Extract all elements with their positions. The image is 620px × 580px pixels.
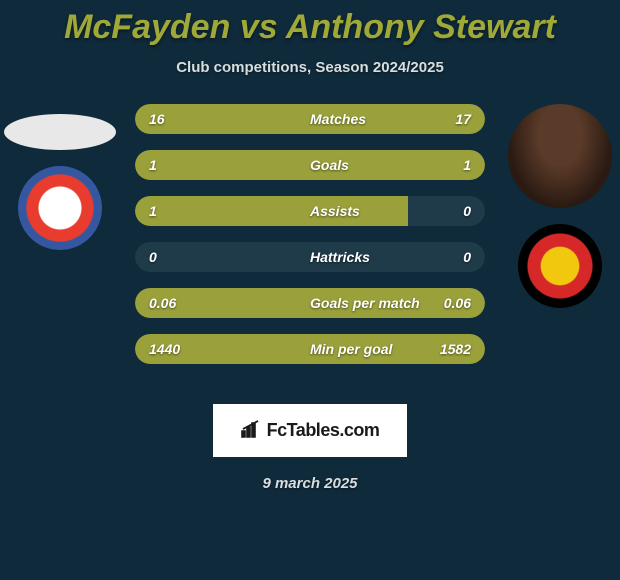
comparison-panel: 16 Matches 17 1 Goals 1 1 Assists 0 0 Hattricks 0 0.… [0, 104, 620, 384]
bar-left-fill [135, 196, 408, 226]
club-left-badge [18, 166, 102, 250]
stat-label: Hattricks [310, 249, 370, 265]
player-right-avatar [508, 104, 612, 208]
stat-label: Goals [310, 157, 349, 173]
stat-bars: 16 Matches 17 1 Goals 1 1 Assists 0 0 Hattricks 0 0.… [135, 104, 485, 364]
left-player-column [0, 104, 120, 250]
stat-right-value: 1582 [440, 341, 471, 357]
fctables-logo: FcTables.com [213, 404, 408, 457]
stat-right-value: 1 [463, 157, 471, 173]
stat-row: 1 Goals 1 [135, 150, 485, 180]
snapshot-date: 9 march 2025 [262, 475, 357, 492]
stat-label: Assists [310, 203, 360, 219]
stat-label: Goals per match [310, 295, 420, 311]
stat-row: 1440 Min per goal 1582 [135, 334, 485, 364]
stat-left-value: 16 [149, 111, 165, 127]
stat-row: 1 Assists 0 [135, 196, 485, 226]
stat-row: 0.06 Goals per match 0.06 [135, 288, 485, 318]
right-player-column [500, 104, 620, 308]
stat-left-value: 0.06 [149, 295, 176, 311]
player-left-avatar [4, 114, 116, 150]
stat-row: 16 Matches 17 [135, 104, 485, 134]
footer: FcTables.com 9 march 2025 [0, 404, 620, 492]
stat-left-value: 1 [149, 157, 157, 173]
club-right-badge [518, 224, 602, 308]
stat-left-value: 0 [149, 249, 157, 265]
stat-left-value: 1440 [149, 341, 180, 357]
stat-label: Matches [310, 111, 366, 127]
stat-label: Min per goal [310, 341, 392, 357]
chart-icon [241, 420, 261, 441]
stat-right-value: 0 [463, 249, 471, 265]
stat-right-value: 17 [455, 111, 471, 127]
stat-right-value: 0 [463, 203, 471, 219]
bar-left-fill [135, 150, 310, 180]
stat-row: 0 Hattricks 0 [135, 242, 485, 272]
logo-text: FcTables.com [267, 420, 380, 441]
stat-left-value: 1 [149, 203, 157, 219]
comparison-title: McFayden vs Anthony Stewart [0, 0, 620, 47]
stat-right-value: 0.06 [444, 295, 471, 311]
comparison-subtitle: Club competitions, Season 2024/2025 [0, 59, 620, 76]
